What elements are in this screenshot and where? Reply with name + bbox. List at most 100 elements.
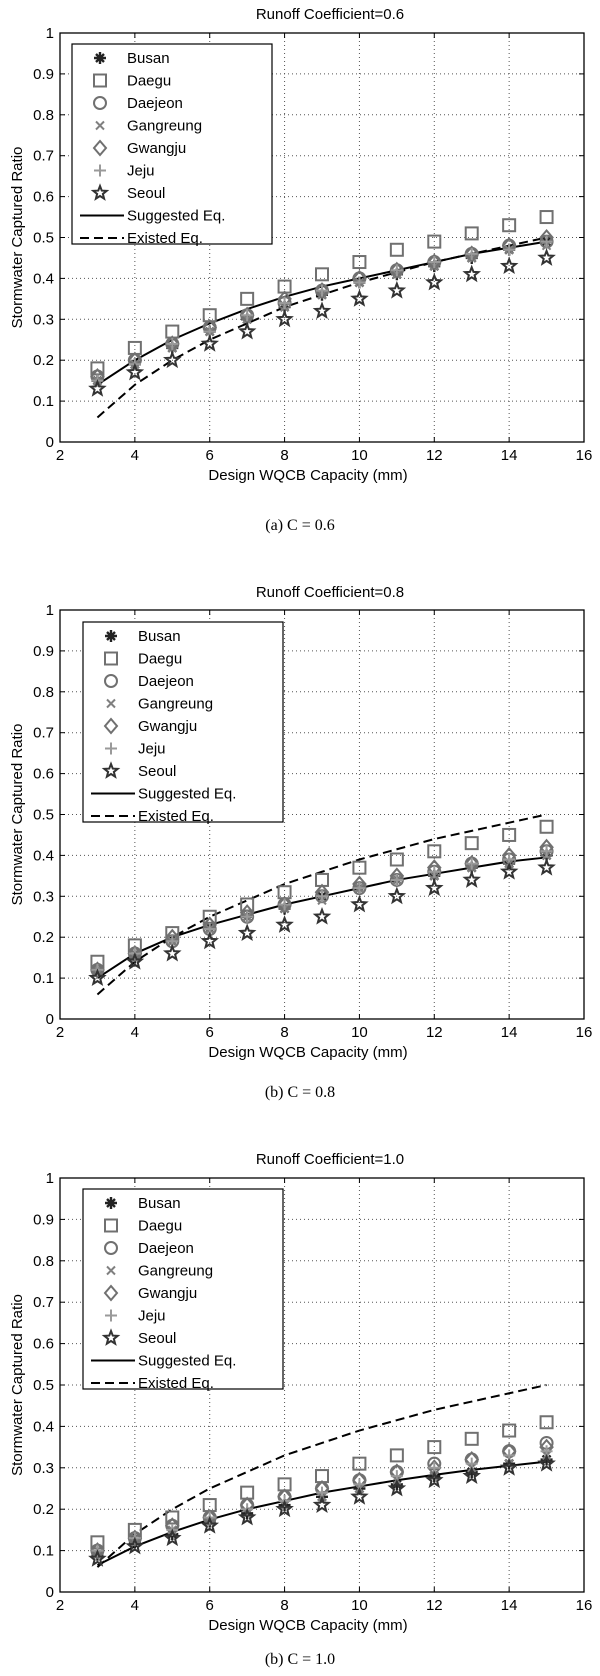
legend-marker-diamond-icon [103, 1284, 119, 1302]
data-point [125, 951, 145, 970]
data-point [88, 968, 107, 987]
chart-panel-2: 2 4 6 8 10 12 14 16 0 0.1 0.2 0.3 0.4 0.5 0.6 0.7 0.8 0.9… [9, 584, 592, 1101]
y-tick-label: 0 [46, 1011, 54, 1028]
y-tick-label: 0.6 [33, 1336, 54, 1353]
legend-marker-circle-icon [104, 1241, 118, 1255]
x-tick-label: 10 [351, 1597, 368, 1614]
legend-marker-plus-icon [105, 742, 117, 755]
legend-item: Gangreung [106, 1263, 213, 1280]
x-tick-label: 12 [426, 447, 443, 464]
data-point [127, 1529, 143, 1547]
x-tick-label: 14 [501, 1024, 518, 1041]
data-point [427, 1440, 442, 1455]
legend-marker-square-icon [104, 1218, 118, 1233]
data-point [353, 276, 366, 289]
legend-label: Gwangju [127, 140, 186, 157]
series-daegu [90, 819, 554, 969]
x-axis-label: Design WQCB Capacity (mm) [208, 1617, 407, 1634]
legend-marker-asterisk-icon [105, 1197, 117, 1209]
data-point [166, 337, 179, 350]
y-tick-label: 0.7 [33, 148, 54, 165]
data-point [427, 234, 442, 249]
data-point [462, 264, 482, 283]
data-point [90, 1542, 105, 1560]
data-point [502, 827, 517, 842]
x-axis-label: Design WQCB Capacity (mm) [208, 467, 407, 484]
legend-label: Suggested Eq. [127, 208, 225, 225]
data-point [424, 878, 444, 897]
data-point [428, 256, 441, 269]
y-tick-label: 0.6 [33, 189, 54, 206]
data-point [387, 1478, 407, 1497]
data-point [125, 1536, 145, 1555]
data-point [464, 1431, 479, 1446]
legend-label: Suggested Eq. [138, 786, 236, 803]
y-tick-label: 0.8 [33, 107, 54, 124]
legend-item: Daegu [93, 73, 171, 90]
legend-marker-circle-icon [104, 674, 118, 688]
data-point [537, 1453, 556, 1472]
legend-label: Seoul [138, 763, 176, 780]
y-tick-label: 0.9 [33, 1211, 54, 1228]
y-tick-label: 0.1 [33, 1543, 54, 1560]
y-tick-label: 0.5 [33, 1377, 54, 1394]
x-tick-label: 6 [206, 1597, 214, 1614]
data-point [390, 873, 403, 886]
x-tick-label: 8 [280, 1597, 288, 1614]
legend-item: Busan [94, 50, 170, 67]
legend-marker-square-icon [93, 73, 107, 88]
x-tick-label: 6 [206, 447, 214, 464]
data-point [88, 379, 107, 397]
legend-item: Gwangju [103, 1284, 197, 1302]
legend-label: Gangreung [138, 1263, 213, 1280]
data-point [312, 301, 332, 320]
data-point [353, 882, 366, 895]
data-point [540, 235, 553, 248]
data-point [237, 321, 257, 340]
y-tick-label: 0.3 [33, 1460, 54, 1477]
figure-caption: (b) C = 0.8 [265, 1084, 335, 1101]
x-tick-label: 4 [131, 1024, 139, 1041]
legend-item: Daejeon [104, 1240, 194, 1257]
x-tick-label: 12 [426, 1597, 443, 1614]
y-tick-label: 0.9 [33, 643, 54, 660]
legend-label: Daegu [138, 651, 182, 668]
y-tick-label: 0.4 [33, 1418, 54, 1435]
y-tick-label: 0 [46, 434, 54, 451]
series-line-existed-eq [96, 1384, 547, 1568]
legend-label: Existed Eq. [138, 1375, 214, 1392]
data-point [462, 1466, 482, 1484]
chart-panel-3: 2 4 6 8 10 12 14 16 0 0.1 0.2 0.3 0.4 0.5 0.6 0.7 0.8 0.9… [9, 1151, 592, 1668]
data-point [462, 870, 482, 888]
legend-item: Daegu [104, 651, 182, 668]
x-tick-label: 14 [501, 447, 518, 464]
y-tick-label: 0 [46, 1584, 54, 1601]
legend: Busan Daegu Daejeon Gangreung Gwangju Jeju Seo… [82, 621, 284, 825]
series-line-existed-eq [96, 813, 547, 996]
y-tick-label: 0.3 [33, 888, 54, 905]
data-point [314, 282, 330, 300]
legend-item: Busan [105, 1195, 181, 1212]
legend-marker-x-icon [106, 698, 116, 709]
data-point [352, 860, 367, 875]
x-tick-label: 10 [351, 447, 368, 464]
legend-label: Busan [138, 1195, 181, 1212]
data-point [90, 361, 105, 376]
data-point [162, 943, 182, 962]
data-point [540, 845, 553, 858]
data-point [202, 1508, 218, 1527]
data-point [277, 895, 292, 914]
y-tick-label: 0.2 [33, 352, 54, 369]
data-point [278, 898, 291, 911]
legend-label: Suggested Eq. [138, 1353, 236, 1370]
y-tick-label: 1 [46, 25, 54, 42]
data-point [275, 915, 294, 933]
x-tick-label: 2 [56, 1024, 64, 1041]
legend-item: Daegu [104, 1218, 182, 1235]
legend-item: Daejeon [93, 95, 183, 112]
x-tick-label: 4 [131, 447, 139, 464]
legend-marker-x-icon [95, 120, 105, 131]
data-point [125, 362, 145, 381]
chart-title: Runoff Coefficient=1.0 [256, 1151, 404, 1168]
legend-item: Seoul [90, 183, 165, 202]
